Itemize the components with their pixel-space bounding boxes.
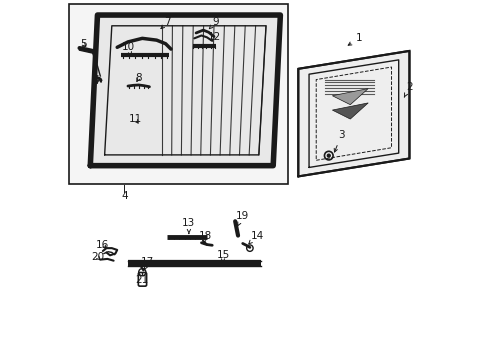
Text: 4: 4: [121, 191, 127, 201]
Text: 15: 15: [216, 250, 229, 263]
Text: 17: 17: [141, 257, 154, 270]
Bar: [69, 4, 287, 184]
Text: 2: 2: [404, 82, 412, 97]
Text: 21: 21: [135, 275, 149, 285]
Text: 14: 14: [248, 231, 263, 244]
Polygon shape: [90, 15, 280, 166]
Text: 9: 9: [209, 17, 219, 29]
Text: 20: 20: [91, 252, 104, 262]
Text: 1: 1: [347, 33, 362, 45]
Text: 5: 5: [80, 39, 86, 49]
Text: 6: 6: [92, 75, 99, 85]
Polygon shape: [298, 51, 408, 176]
Text: 3: 3: [333, 130, 344, 152]
Text: 7: 7: [161, 17, 170, 29]
Text: 18: 18: [198, 231, 211, 244]
Text: 12: 12: [207, 32, 220, 41]
Text: 19: 19: [236, 211, 249, 226]
Text: 10: 10: [121, 42, 134, 55]
Circle shape: [326, 154, 329, 157]
Text: 16: 16: [96, 239, 109, 249]
Text: 8: 8: [135, 73, 142, 83]
FancyBboxPatch shape: [138, 273, 146, 286]
Polygon shape: [332, 103, 367, 119]
Polygon shape: [332, 89, 367, 105]
Text: 13: 13: [182, 218, 195, 234]
Text: 11: 11: [128, 114, 142, 124]
